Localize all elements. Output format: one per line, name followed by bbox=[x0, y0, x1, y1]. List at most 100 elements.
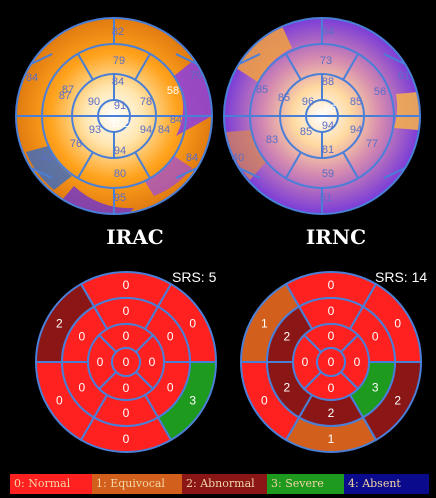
irnc-seg-18: 59 bbox=[322, 168, 334, 180]
score-right-score-3: 2 bbox=[394, 394, 401, 408]
irnc-seg-14: 94 bbox=[322, 120, 334, 132]
score-right-score-4: 1 bbox=[328, 432, 335, 446]
score-right-score-12: 2 bbox=[283, 330, 290, 344]
irac-seg-13: 90 bbox=[88, 96, 100, 108]
irac-seg-8: 78 bbox=[140, 96, 152, 108]
score-right-score-10: 2 bbox=[328, 406, 335, 420]
irac-seg-14: 94 bbox=[140, 124, 152, 136]
score-right-score-13: 0 bbox=[328, 329, 335, 343]
polar-map-irac: 82 79 58 84 87 79 84 78 84 76 87 91 90 9… bbox=[15, 17, 213, 215]
score-legend: 0: Normal 1: Equivocal 2: Abnormal 3: Se… bbox=[10, 474, 429, 494]
legend-item-equivocal: 1: Equivocal bbox=[92, 474, 182, 494]
score-left-segment-17 bbox=[111, 347, 141, 377]
legend-item-abnormal: 2: Abnormal bbox=[182, 474, 267, 494]
irnc-seg-7: 88 bbox=[322, 76, 334, 88]
irac-seg-19: 43 bbox=[41, 152, 53, 164]
irac-seg-10: 76 bbox=[70, 138, 82, 150]
score-left-score-13: 0 bbox=[123, 329, 130, 343]
score-left-score-14: 0 bbox=[149, 355, 156, 369]
irac-seg-9: 84 bbox=[170, 114, 182, 126]
polar-map-irnc: 64 61 56 40 85 73 88 85 77 83 85 96 96 9… bbox=[223, 17, 421, 215]
irac-grid bbox=[15, 17, 213, 215]
score-right-score-8: 0 bbox=[372, 330, 379, 344]
irac-blue-patch bbox=[26, 146, 72, 190]
irac-seg-2: 79 bbox=[190, 70, 202, 82]
score-left-score-7: 0 bbox=[123, 304, 130, 318]
score-right-score-9: 3 bbox=[372, 381, 379, 395]
irac-seg-12: 91 bbox=[114, 100, 126, 112]
irnc-orange-patch-1 bbox=[236, 26, 292, 82]
score-right-score-17: 0 bbox=[328, 355, 335, 369]
irac-seg-11: 87 bbox=[59, 90, 71, 102]
irac-seg-17: 80 bbox=[114, 168, 126, 180]
irnc-seg-12: 96 bbox=[302, 96, 314, 108]
score-left-score-16: 0 bbox=[97, 355, 104, 369]
irnc-seg-11: 85 bbox=[278, 92, 290, 104]
score-right-score-11: 2 bbox=[283, 381, 290, 395]
irnc-seg-10: 83 bbox=[266, 134, 278, 146]
irac-seg-21: 84 bbox=[158, 124, 170, 136]
irnc-orange-patch-2 bbox=[394, 92, 420, 130]
irnc-grid bbox=[223, 17, 421, 215]
irnc-seg-8: 85 bbox=[350, 96, 362, 108]
panel-title-irac: IRAC bbox=[106, 225, 163, 249]
score-right-score-15: 0 bbox=[328, 381, 335, 395]
score-left-score-12: 0 bbox=[78, 330, 85, 344]
score-right-score-5: 0 bbox=[261, 394, 268, 408]
score-right-score-14: 0 bbox=[354, 355, 361, 369]
irnc-values: 64 61 56 40 85 73 88 85 77 83 85 96 96 9… bbox=[232, 26, 410, 204]
srs-score-left: SRS: 5 bbox=[172, 269, 217, 285]
irac-seg-20: 94 bbox=[114, 145, 126, 157]
irac-seg-16: 102 bbox=[111, 118, 129, 130]
score-left-score-2: 0 bbox=[189, 317, 196, 331]
score-left-score-9: 0 bbox=[167, 381, 174, 395]
score-left-score-11: 0 bbox=[78, 381, 85, 395]
irnc-orange-patch-3 bbox=[226, 130, 266, 180]
irac-seg-5: 87 bbox=[62, 84, 74, 96]
score-left-score-4: 0 bbox=[123, 432, 130, 446]
legend-item-normal: 0: Normal bbox=[10, 474, 92, 494]
score-left-score-6: 2 bbox=[56, 317, 63, 331]
irnc-seg-15: 85 bbox=[300, 126, 312, 138]
irnc-seg-17: 81 bbox=[322, 144, 334, 156]
score-left-score-8: 0 bbox=[167, 330, 174, 344]
score-left-score-10: 0 bbox=[123, 406, 130, 420]
irac-seg-3: 58 bbox=[167, 85, 179, 97]
irnc-seg-4: 40 bbox=[232, 152, 244, 164]
legend-item-severe: 3: Severe bbox=[267, 474, 344, 494]
score-left-score-5: 0 bbox=[56, 394, 63, 408]
irac-purple-patch-3 bbox=[144, 156, 192, 196]
irnc-seg-13: 96 bbox=[324, 103, 336, 115]
score-right-score-16: 0 bbox=[302, 355, 309, 369]
irnc-seg-19: 51 bbox=[320, 192, 332, 204]
score-left-score-17: 0 bbox=[123, 355, 130, 369]
irac-seg-1: 82 bbox=[112, 26, 124, 38]
irnc-seg-3: 56 bbox=[374, 86, 386, 98]
score-left-score-1: 0 bbox=[123, 278, 130, 292]
irac-seg-6: 79 bbox=[113, 55, 125, 67]
score-left-score-15: 0 bbox=[123, 381, 130, 395]
irac-seg-15: 93 bbox=[89, 124, 101, 136]
irac-seg-7: 84 bbox=[112, 76, 124, 88]
score-right-score-2: 0 bbox=[394, 317, 401, 331]
irac-seg-18: 95 bbox=[114, 192, 126, 204]
legend-item-absent: 4: Absent bbox=[344, 474, 429, 494]
score-right-segment-17 bbox=[316, 347, 346, 377]
srs-score-right: SRS: 14 bbox=[375, 269, 427, 285]
score-right-score-6: 1 bbox=[261, 317, 268, 331]
irac-seg-4: 84 bbox=[26, 72, 38, 84]
score-left-score-3: 3 bbox=[189, 394, 196, 408]
irnc-seg-2: 61 bbox=[398, 70, 410, 82]
irnc-seg-5: 85 bbox=[256, 84, 268, 96]
irac-values: 82 79 58 84 87 79 84 78 84 76 87 91 90 9… bbox=[26, 26, 202, 204]
irnc-seg-9: 77 bbox=[366, 138, 378, 150]
irnc-seg-16: 94 bbox=[350, 124, 362, 136]
score-right-score-7: 0 bbox=[328, 304, 335, 318]
score-right-score-1: 0 bbox=[328, 278, 335, 292]
irac-seg-22: 84 bbox=[186, 152, 198, 164]
irnc-seg-6: 73 bbox=[320, 55, 332, 67]
panel-title-irnc: IRNC bbox=[306, 225, 366, 249]
